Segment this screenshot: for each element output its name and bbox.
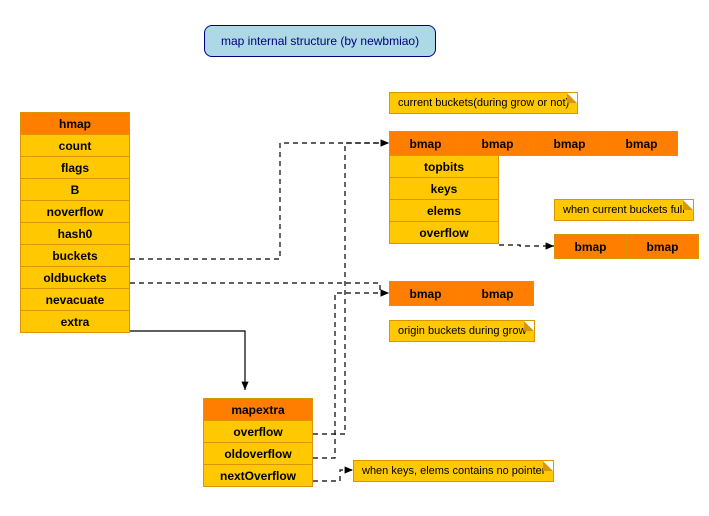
struct-field: buckets [21,245,130,267]
bmap-cell: bmap [534,132,606,156]
bmap-field: topbits [390,156,499,178]
struct-field: hash0 [21,223,130,245]
struct-field: overflow [204,421,313,443]
hmap-table: hmapcountflagsBnoverflowhash0bucketsoldb… [20,112,130,333]
struct-header: hmap [21,113,130,135]
oldbuckets-row: bmapbmap [389,281,534,306]
struct-field: extra [21,311,130,333]
mapextra-table: mapextraoverflowoldoverflownextOverflow [203,398,313,487]
struct-field: B [21,179,130,201]
bmap-cell: bmap [390,132,462,156]
bmap-cell: bmap [555,235,627,259]
overflow-bmap-row: bmapbmap [554,234,699,259]
bmap-field: overflow [390,222,499,244]
bmap-detail-table: topbitskeyselemsoverflow [389,155,499,244]
bmap-cell: bmap [462,282,534,306]
bmap-cell: bmap [462,132,534,156]
buckets-row: bmapbmapbmapbmap [389,131,678,156]
struct-field: noverflow [21,201,130,223]
struct-field: oldbuckets [21,267,130,289]
diagram-title: map internal structure (by newbmiao) [204,25,436,57]
struct-field: count [21,135,130,157]
bmap-field: keys [390,178,499,200]
struct-field: oldoverflow [204,443,313,465]
bmap-cell: bmap [390,282,462,306]
note-current-buckets: current buckets(during grow or not) [389,92,578,114]
struct-field: nextOverflow [204,465,313,487]
struct-header: mapextra [204,399,313,421]
bmap-cell: bmap [606,132,678,156]
note-origin-buckets: origin buckets during grow [389,320,535,342]
bmap-field: elems [390,200,499,222]
struct-field: flags [21,157,130,179]
note-when-full: when current buckets full [554,199,694,221]
bmap-cell: bmap [627,235,699,259]
struct-field: nevacuate [21,289,130,311]
note-no-pointer: when keys, elems contains no pointer [353,460,554,482]
